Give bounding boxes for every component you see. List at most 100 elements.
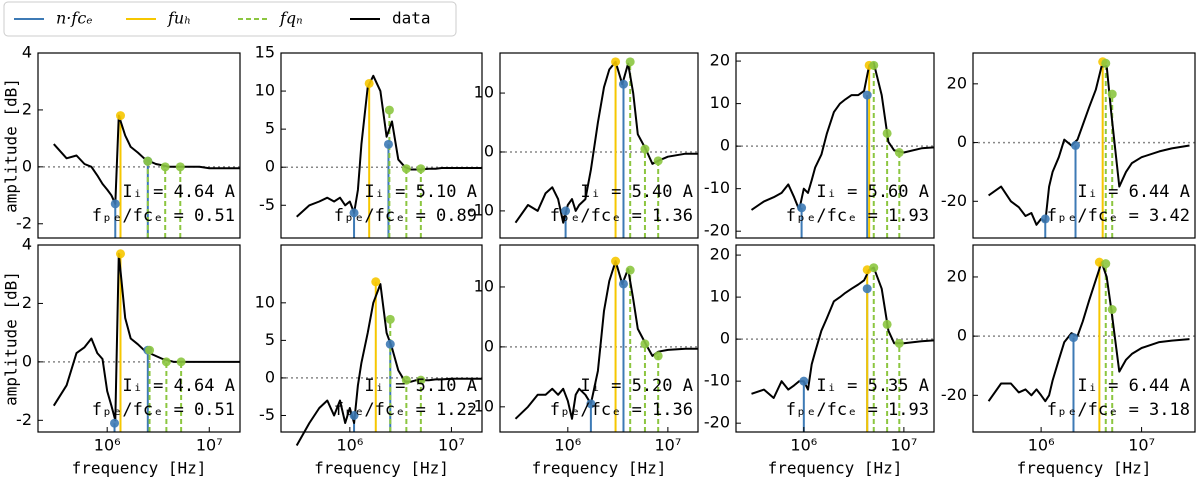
annotation: fₚₑ/fcₑ = 3.18 xyxy=(1047,400,1190,420)
annotation: Iᵢ = 5.40 A xyxy=(580,182,693,202)
y-tick-label: 5 xyxy=(265,330,275,349)
axes-frame xyxy=(37,244,241,433)
x-tick-label: 10⁷ xyxy=(1128,436,1155,455)
stem-dot xyxy=(349,410,359,420)
data-line xyxy=(296,74,482,218)
annotation: fₚₑ/fcₑ = 3.42 xyxy=(1047,206,1190,226)
y-tick-label: 0 xyxy=(484,141,494,160)
panel: -10 0 10 Iᵢ = 5.40 A fₚₑ/fcₑ = 1.36 xyxy=(468,52,699,239)
data-line xyxy=(514,60,698,224)
legend-label: n·fcₑ xyxy=(56,9,92,28)
annotation: Iᵢ = 4.64 A xyxy=(122,182,235,202)
panel: -20 0 20 10⁶ 10⁷ Iᵢ = 6.44 A fₚₑ/fcₑ = 3.18 fre… xyxy=(941,244,1196,478)
stem-dot xyxy=(384,105,394,115)
annotation: Iᵢ = 6.44 A xyxy=(1077,182,1190,202)
annotation: Iᵢ = 5.60 A xyxy=(816,182,929,202)
x-tick-label: 10⁶ xyxy=(554,436,581,455)
stem-dot xyxy=(175,162,185,172)
y-tick-label: 0 xyxy=(957,326,967,345)
y-tick-label: 20 xyxy=(947,266,967,285)
stem-dot xyxy=(416,164,426,174)
stem-dot xyxy=(586,399,596,409)
stem-dot xyxy=(371,277,381,287)
stem-dot xyxy=(176,357,186,367)
x-tick-label: 10⁷ xyxy=(654,436,681,455)
axes-frame xyxy=(972,52,1196,239)
stem-dot xyxy=(383,139,393,149)
axes-frame xyxy=(499,52,699,239)
y-tick-label: 20 xyxy=(710,51,730,70)
y-tick-label: -2 xyxy=(16,410,32,429)
stem-dot xyxy=(401,375,411,385)
axes-frame xyxy=(735,244,935,433)
annotation: Iᵢ = 5.10 A xyxy=(364,182,477,202)
stem-dot xyxy=(364,78,374,88)
annotation: Iᵢ = 5.10 A xyxy=(364,376,477,396)
stem-dot xyxy=(401,164,411,174)
axes-frame xyxy=(280,52,483,239)
legend-label: fqₙ xyxy=(279,9,303,28)
annotation: Iᵢ = 4.64 A xyxy=(122,376,235,396)
legend-label: data xyxy=(392,9,431,28)
stem-dot xyxy=(1107,89,1117,99)
stem-dot xyxy=(110,199,120,209)
x-tick-label: 10⁶ xyxy=(1028,436,1055,455)
y-tick-label: 10 xyxy=(474,276,494,295)
annotation: fₚₑ/fcₑ = 1.93 xyxy=(786,206,929,226)
x-axis-label: frequency [Hz] xyxy=(72,459,207,478)
y-tick-label: 10 xyxy=(255,81,275,100)
y-tick-label: 2 xyxy=(22,293,32,312)
y-tick-label: 10 xyxy=(255,292,275,311)
annotation: fₚₑ/fcₑ = 1.36 xyxy=(550,400,693,420)
stem-dot xyxy=(869,263,879,273)
stem-dot xyxy=(862,90,872,100)
stem-dot xyxy=(110,418,120,428)
y-tick-label: 10 xyxy=(710,287,730,306)
data-line xyxy=(514,260,698,420)
stem-dot xyxy=(115,249,125,259)
stem-dot xyxy=(385,314,395,324)
annotation: fₚₑ/fcₑ = 1.36 xyxy=(550,206,693,226)
x-tick-label: 10⁶ xyxy=(336,436,363,455)
annotation: Iᵢ = 6.44 A xyxy=(1077,376,1190,396)
panel: -5 0 5 10 15 Iᵢ = 5.10 A fₚₑ/fcₑ = 0.89 xyxy=(255,43,483,239)
annotation: fₚₑ/fcₑ = 0.51 xyxy=(92,400,235,420)
data-line xyxy=(751,266,935,399)
y-tick-label: 0 xyxy=(265,367,275,386)
panel: -2 0 2 4 Iᵢ = 4.64 A fₚₑ/fcₑ = 0.51 amplitude … xyxy=(2,43,241,239)
data-line xyxy=(750,62,935,211)
y-tick-label: -2 xyxy=(16,213,32,232)
stem-dot xyxy=(797,203,807,213)
y-tick-label: -10 xyxy=(468,396,494,415)
y-tick-label: 4 xyxy=(22,43,32,62)
x-tick-label: 10⁷ xyxy=(196,436,223,455)
y-tick-label: -5 xyxy=(259,405,275,424)
y-tick-label: -10 xyxy=(704,178,730,197)
panel: -20 -10 0 10 20 10⁶ 10⁷ Iᵢ = 5.35 A fₚₑ/fcₑ = 1.… xyxy=(704,244,935,478)
y-tick-label: -10 xyxy=(704,371,730,390)
axes-frame xyxy=(499,244,699,433)
stem-dot xyxy=(894,338,904,348)
y-tick-label: 2 xyxy=(22,99,32,118)
y-tick-label: 5 xyxy=(265,119,275,138)
stem-dot xyxy=(349,208,359,218)
stem-dot xyxy=(1068,333,1078,343)
panel: -2 0 2 4 10⁶ 10⁷ Iᵢ = 4.64 A fₚₑ/fcₑ = 0.51 ampl… xyxy=(2,235,241,478)
stem-dot xyxy=(618,79,628,89)
stem-dot xyxy=(561,206,571,216)
annotation: Iᵢ = 5.20 A xyxy=(580,376,693,396)
axes-frame xyxy=(735,52,935,239)
annotation: Iᵢ = 5.35 A xyxy=(816,376,929,396)
y-tick-label: 0 xyxy=(720,329,730,348)
y-axis-label: amplitude [dB] xyxy=(2,78,21,213)
y-tick-label: 0 xyxy=(484,336,494,355)
y-tick-label: -20 xyxy=(941,385,967,404)
stem-dot xyxy=(799,376,809,386)
y-tick-label: 20 xyxy=(947,73,967,92)
x-tick-label: 10⁶ xyxy=(94,436,121,455)
y-tick-label: 0 xyxy=(22,351,32,370)
legend-label: fuₕ xyxy=(167,9,191,28)
y-tick-label: 20 xyxy=(710,245,730,264)
y-tick-label: 10 xyxy=(710,93,730,112)
y-tick-label: -20 xyxy=(941,191,967,210)
